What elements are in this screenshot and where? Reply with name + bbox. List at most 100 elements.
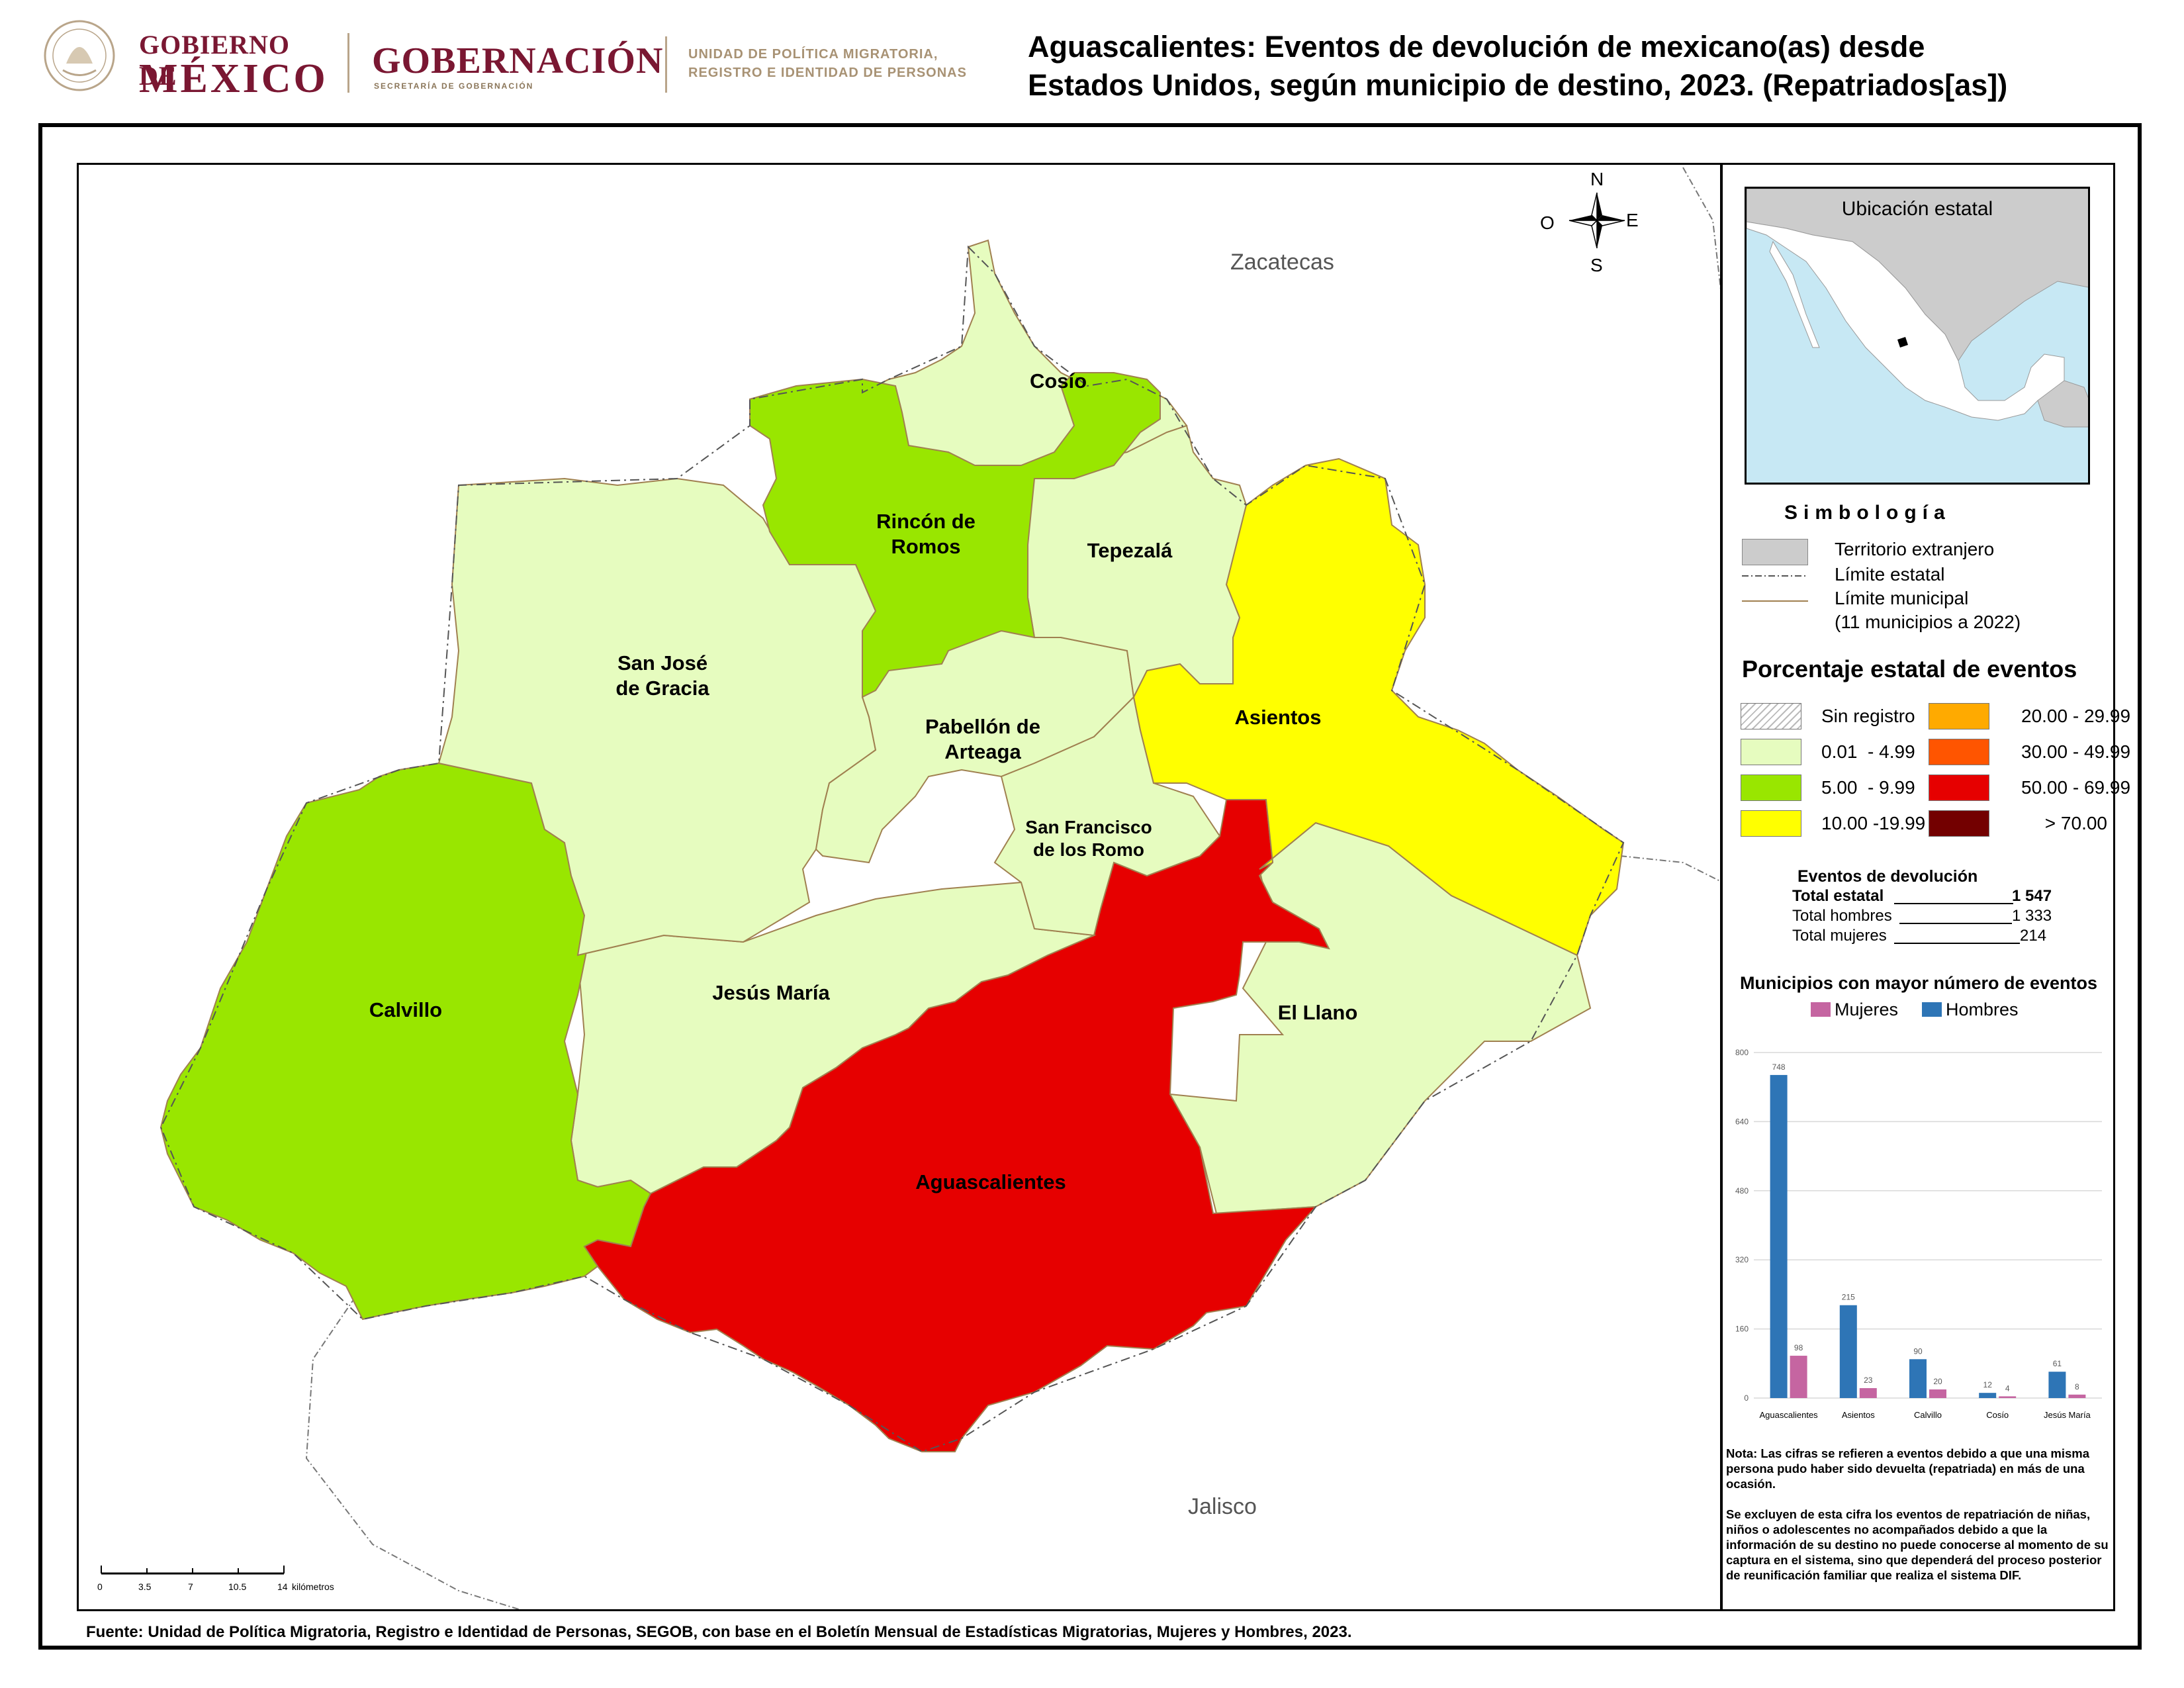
class-label: > 70.00 [2044, 813, 2107, 833]
header-divider [347, 33, 349, 93]
y-tick-label: 640 [1735, 1117, 1749, 1126]
bar-hombres [1839, 1305, 1857, 1398]
y-tick-label: 0 [1744, 1393, 1749, 1403]
municipality-san-francisco-de-los-romo [993, 695, 1221, 937]
events-row-label: Total estatal [1792, 887, 1884, 905]
municipality-label-rincon-de-romos: Rincón de Romos [827, 509, 1025, 559]
municipality-label-el-llano: El Llano [1277, 1001, 1358, 1024]
title-line: Estados Unidos, según municipio de desti… [1028, 68, 2008, 102]
compass-e-label: E [1626, 210, 1639, 230]
neighbor-state-label: Zacatecas [1230, 250, 1334, 275]
class-label: 0.01 - 4.99 [1821, 741, 1915, 762]
page-title: Aguascalientes: Eventos de devolución de… [1028, 28, 2166, 105]
data-label: 90 [1913, 1346, 1923, 1356]
y-tick-label: 320 [1735, 1255, 1749, 1264]
scale-labels: 0 3.5 7 10.5 14 kilómetros [97, 1581, 363, 1595]
x-tick-label: Aguascalientes [1760, 1410, 1819, 1420]
title-line: Aguascalientes: Eventos de devolución de… [1028, 30, 1925, 64]
legend-item-label: Límite municipal [1835, 588, 1969, 608]
percentage-legend-title: Porcentaje estatal de eventos [1742, 655, 2077, 682]
bar-mujeres [2068, 1394, 2086, 1398]
state-limit-symbol [1742, 575, 1808, 577]
scale-tick-label: 3.5 [138, 1581, 152, 1592]
compass-s-label: S [1590, 255, 1603, 275]
bar-mujeres [1929, 1389, 1946, 1398]
scale-tick-label: 0 [97, 1581, 103, 1592]
class-label: 10.00 -19.99 [1821, 813, 1926, 833]
scale-tick-label: 14 [277, 1581, 288, 1592]
data-label: 748 [1772, 1062, 1786, 1072]
gobierno-de-mexico-logo: GOBIERNO DE MÉXICO [40, 17, 331, 101]
label-line: Pabellón de [925, 715, 1040, 738]
data-label: 8 [2075, 1382, 2079, 1391]
national-seal-icon [44, 20, 115, 91]
events-row-label: Total hombres [1792, 907, 1892, 925]
scale-tick-label: 10.5 [228, 1581, 247, 1592]
legend-item-label: Territorio extranjero [1835, 539, 1995, 559]
events-title: Eventos de devolución [1797, 867, 1978, 886]
y-tick-label: 480 [1735, 1186, 1749, 1196]
inset-title: Ubicación estatal [1841, 198, 1993, 220]
bar-hombres [2048, 1372, 2066, 1398]
upm-line: UNIDAD DE POLÍTICA MIGRATORIA, [688, 47, 938, 62]
legend-label-hombres: Hombres [1946, 1000, 2019, 1019]
inset-map: Ubicación estatal [1745, 187, 2090, 485]
outer-frame [38, 123, 2142, 1650]
x-tick-label: Calvillo [1914, 1410, 1942, 1420]
bar-mujeres [1999, 1396, 2017, 1398]
municipality-label-aguascalientes: Aguascalientes [915, 1170, 1066, 1194]
label-line: Romos [891, 535, 961, 558]
label-line: Rincón de [876, 510, 976, 533]
map-panel[interactable]: N S E O Zacatecas Jalisco Cosío Rincón d… [77, 163, 1722, 1611]
events-row-line [1894, 943, 2020, 944]
bar-hombres [1770, 1074, 1788, 1398]
data-label: 61 [2053, 1359, 2062, 1368]
class-swatch [1741, 774, 1801, 801]
gobierno-de-text: GOBIERNO DE [139, 30, 291, 91]
class-swatch [1741, 739, 1801, 765]
events-row-line [1894, 903, 2013, 904]
legend-item-sub: (11 municipios a 2022) [1835, 612, 2021, 632]
upm-line: REGISTRO E IDENTIDAD DE PERSONAS [688, 66, 967, 80]
x-tick-label: Asientos [1842, 1410, 1875, 1420]
data-label: 215 [1842, 1293, 1855, 1302]
class-swatch [1741, 810, 1801, 837]
class-label: 5.00 - 9.99 [1821, 777, 1915, 798]
events-row-value: 214 [2020, 927, 2047, 945]
source-text: Fuente: Unidad de Política Migratoria, R… [86, 1623, 1352, 1641]
secretaria-text: SECRETARÍA DE GOBERNACIÓN [374, 81, 534, 91]
label-line: de los Romo [1032, 839, 1144, 860]
municipality-label-cosio: Cosío [1029, 369, 1087, 393]
notes: Nota: Las cifras se refieren a eventos d… [1726, 1446, 2113, 1583]
municipality-rincon-de-romos [749, 372, 1161, 698]
data-label: 4 [2005, 1383, 2010, 1393]
class-label: 20.00 - 29.99 [2021, 706, 2131, 726]
side-panel [1721, 163, 2115, 1611]
scale-tick-label: 7 [188, 1581, 193, 1592]
x-tick-label: Jesús María [2044, 1410, 2091, 1420]
events-row-label: Total mujeres [1792, 927, 1887, 945]
upm-logo-text: UNIDAD DE POLÍTICA MIGRATORIA, REGISTRO … [688, 45, 967, 82]
label-line: Arteaga [944, 740, 1021, 763]
label-line: San Francisco [1025, 817, 1152, 837]
data-label: 20 [1933, 1377, 1942, 1386]
municipal-limit-symbol [1742, 600, 1808, 602]
bar-mujeres [1790, 1356, 1807, 1398]
label-line: San José [617, 651, 708, 675]
mexico-text: MÉXICO [139, 56, 328, 101]
municipality-label-san-francisco-de-los-romo: San Francisco de los Romo [989, 816, 1188, 861]
neighbor-state-label: Jalisco [1188, 1494, 1257, 1519]
class-swatch [1929, 703, 1989, 729]
bar-hombres [1909, 1359, 1927, 1398]
state-boundary-line [305, 1286, 521, 1609]
mexico-location-map [1747, 189, 2088, 428]
municipality-map[interactable] [79, 165, 1722, 1611]
class-label: Sin registro [1821, 706, 1915, 726]
municipality-label-calvillo: Calvillo [369, 998, 443, 1021]
note-text: Se excluyen de esta cifra los eventos de… [1726, 1507, 2109, 1582]
municipality-label-jesus-maria: Jesús María [712, 981, 830, 1004]
state-boundary-line [1619, 855, 1720, 882]
legend-swatch-hombres [1922, 1002, 1942, 1017]
data-label: 98 [1794, 1343, 1803, 1352]
class-swatch [1929, 739, 1989, 765]
